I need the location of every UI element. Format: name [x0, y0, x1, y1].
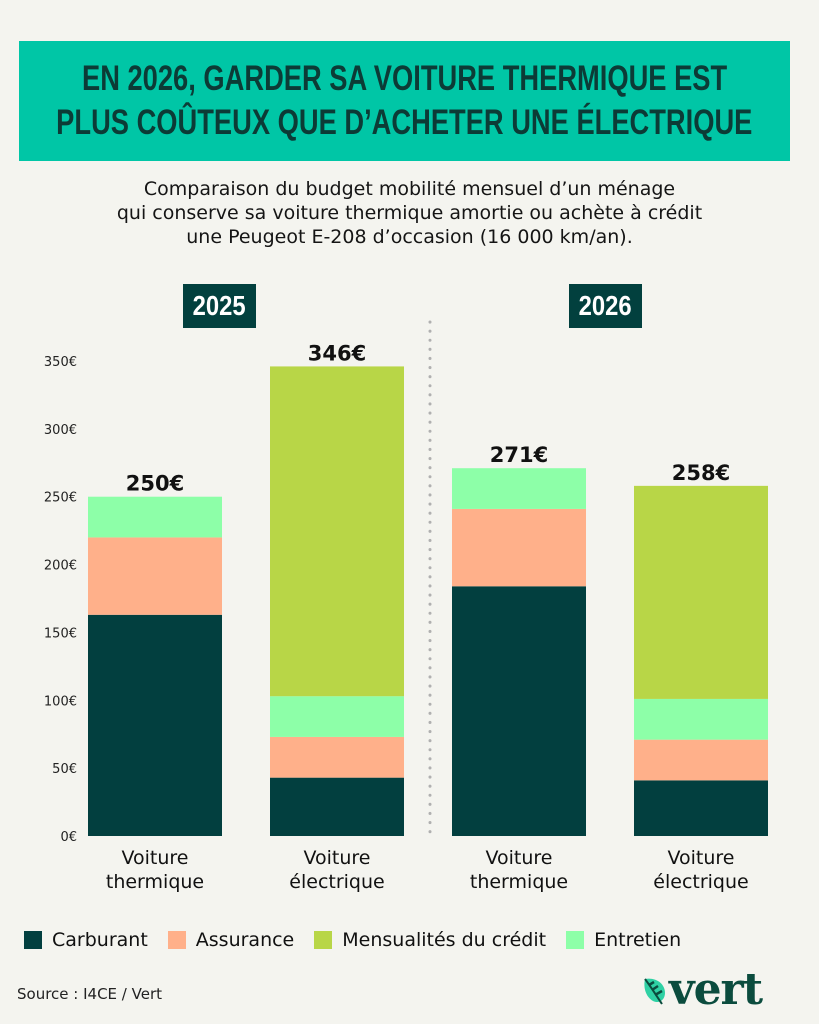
vert-logo: vert	[641, 964, 763, 1015]
x-category-label: Voiture électrique	[257, 846, 417, 894]
bar-segment-mensualit-s-du-cr-dit	[634, 485, 768, 699]
bar-segment-carburant	[88, 614, 222, 836]
year-badge-2025: 2025	[183, 284, 256, 328]
bar-total-label: 250€	[126, 472, 184, 496]
x-category-label: Voiture thermique	[75, 846, 235, 894]
bar-segment-entretien	[88, 496, 222, 538]
x-category-line: thermique	[105, 871, 205, 893]
y-tick-label: 150€	[44, 626, 77, 641]
legend-item: Entretien	[566, 929, 681, 951]
bar-segment-mensualit-s-du-cr-dit	[270, 366, 404, 697]
bar-segment-assurance	[634, 739, 768, 781]
legend-label: Carburant	[52, 929, 148, 951]
x-category-line: électrique	[653, 871, 749, 893]
bar-segment-carburant	[452, 586, 586, 836]
legend-item: Carburant	[24, 929, 148, 951]
bar-segment-assurance	[88, 537, 222, 615]
legend-swatch	[314, 931, 333, 949]
legend-swatch	[566, 931, 585, 949]
bar-segment-entretien	[634, 698, 768, 740]
x-category-label: Voiture électrique	[621, 846, 781, 894]
bar-total-label: 271€	[490, 443, 548, 467]
x-category-line: Voiture	[485, 847, 553, 869]
x-category-line: électrique	[289, 871, 385, 893]
x-category-label: Voiture thermique	[439, 846, 599, 894]
legend-label: Mensualités du crédit	[342, 929, 547, 951]
legend: Carburant Assurance Mensualités du crédit E…	[24, 929, 701, 951]
subtitle-line-1: Comparaison du budget mobilité mensuel d…	[143, 178, 676, 200]
x-category-line: Voiture	[121, 847, 189, 869]
bar-segment-entretien	[452, 468, 586, 509]
x-category-line: thermique	[469, 871, 569, 893]
subtitle: Comparaison du budget mobilité mensuel d…	[0, 177, 819, 249]
leaf-icon	[644, 978, 665, 1005]
y-tick-label: 300€	[44, 423, 77, 438]
y-tick-label: 200€	[44, 559, 77, 574]
y-tick-label: 350€	[44, 355, 77, 370]
legend-item: Assurance	[167, 929, 295, 951]
subtitle-line-2: qui conserve sa voiture thermique amorti…	[116, 202, 703, 224]
year-label: 2026	[579, 290, 632, 321]
bar-segment-assurance	[270, 736, 404, 778]
logo-text: vert	[669, 964, 763, 1015]
legend-swatch	[24, 931, 42, 949]
x-category-line: Voiture	[667, 847, 735, 869]
title-banner: EN 2026, GARDER SA VOITURE THERMIQUE EST…	[19, 41, 790, 161]
subtitle-line-3: une Peugeot E-208 d’occasion (16 000 km/…	[186, 226, 633, 248]
bar-total-label: 258€	[672, 461, 730, 485]
bar-segment-carburant	[270, 777, 404, 836]
y-tick-label: 100€	[44, 694, 77, 709]
legend-swatch	[167, 931, 186, 949]
bar-segment-entretien	[270, 696, 404, 737]
bar-segment-carburant	[634, 780, 768, 836]
legend-label: Assurance	[195, 929, 295, 951]
legend-item: Mensualités du crédit	[314, 929, 546, 951]
x-category-line: Voiture	[303, 847, 371, 869]
bar-segment-assurance	[452, 508, 586, 587]
title-line-2: PLUS COÛTEUX QUE D’ACHETER UNE ÉLECTRIQU…	[56, 103, 753, 142]
bar-total-label: 346€	[308, 341, 366, 365]
source-note: Source : I4CE / Vert	[17, 985, 162, 1003]
legend-label: Entretien	[594, 929, 682, 951]
y-tick-label: 0€	[60, 830, 77, 845]
year-badge-2026: 2026	[569, 284, 642, 328]
y-tick-label: 50€	[52, 762, 77, 777]
year-label: 2025	[193, 290, 246, 321]
y-tick-label: 250€	[44, 491, 77, 506]
title-line-1: EN 2026, GARDER SA VOITURE THERMIQUE EST	[81, 59, 728, 98]
